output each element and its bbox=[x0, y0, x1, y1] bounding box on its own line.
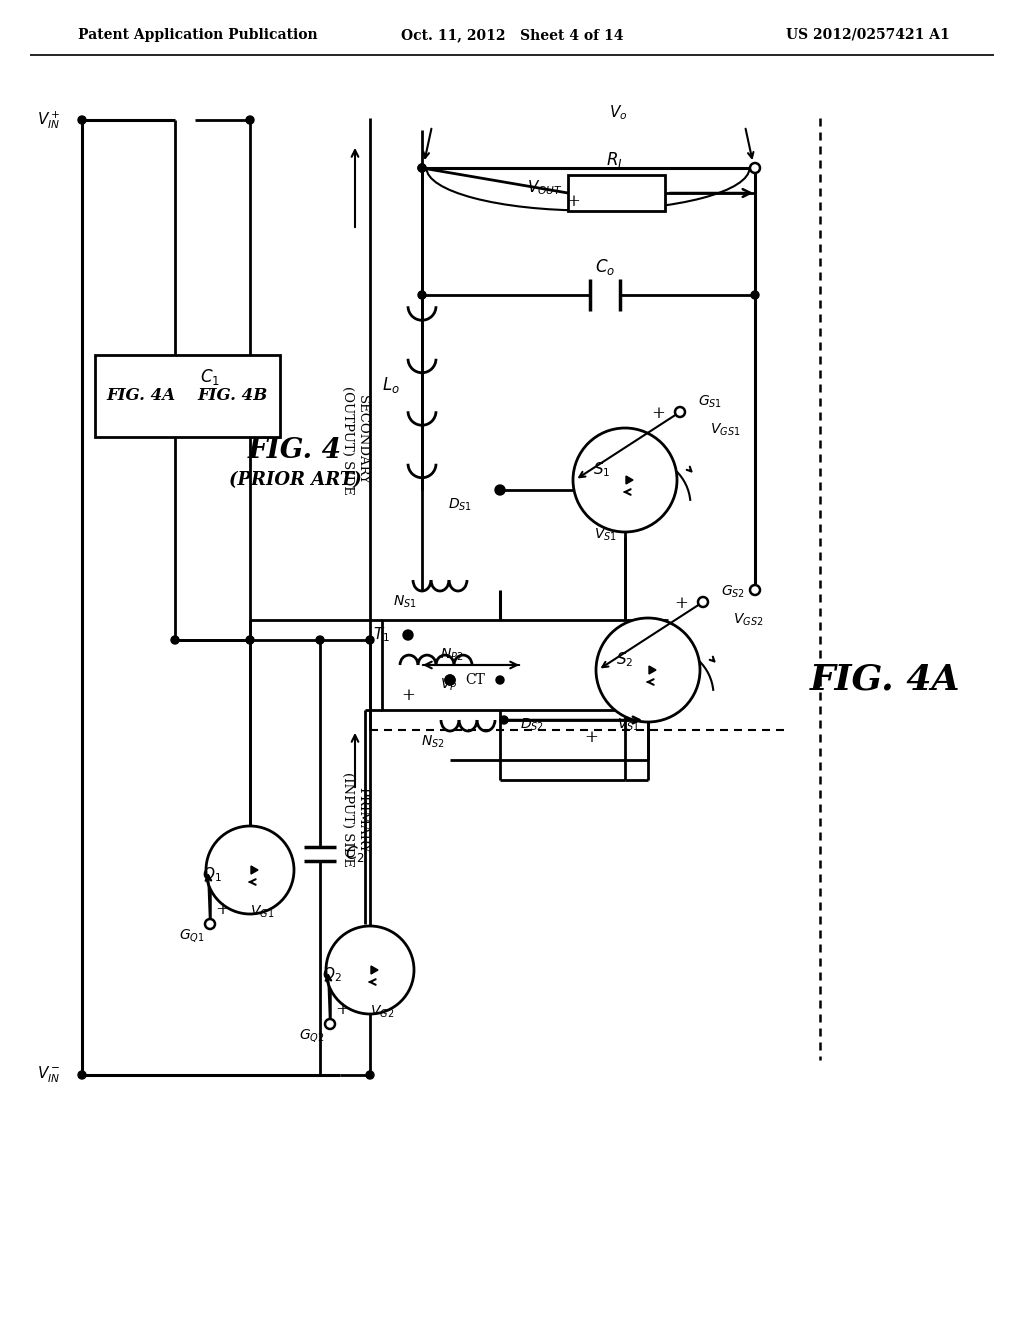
Circle shape bbox=[246, 636, 254, 644]
Text: +: + bbox=[584, 729, 598, 746]
Circle shape bbox=[750, 585, 760, 595]
Text: $G_{S2}$: $G_{S2}$ bbox=[721, 583, 745, 601]
Text: $V_{S1}$: $V_{S1}$ bbox=[594, 527, 616, 544]
Circle shape bbox=[418, 164, 426, 172]
Text: $V_{GS2}$: $V_{GS2}$ bbox=[733, 611, 764, 628]
Text: CT: CT bbox=[465, 673, 485, 686]
Circle shape bbox=[325, 1019, 335, 1030]
Text: $G_{Q1}$: $G_{Q1}$ bbox=[179, 927, 205, 944]
Text: $V_{IN}^+$: $V_{IN}^+$ bbox=[37, 110, 60, 131]
Text: FIG. 4: FIG. 4 bbox=[248, 437, 342, 463]
Text: FIG. 4A: FIG. 4A bbox=[106, 388, 175, 404]
Text: Oct. 11, 2012   Sheet 4 of 14: Oct. 11, 2012 Sheet 4 of 14 bbox=[400, 28, 624, 42]
Polygon shape bbox=[626, 477, 633, 484]
Text: FIG. 4B: FIG. 4B bbox=[198, 388, 268, 404]
Circle shape bbox=[750, 162, 760, 173]
Circle shape bbox=[698, 597, 708, 607]
Polygon shape bbox=[649, 667, 656, 675]
Circle shape bbox=[366, 1071, 374, 1078]
Text: $N_{P2}$: $N_{P2}$ bbox=[440, 647, 464, 663]
Circle shape bbox=[496, 676, 504, 684]
Text: US 2012/0257421 A1: US 2012/0257421 A1 bbox=[786, 28, 950, 42]
Text: $V_{OUT}$: $V_{OUT}$ bbox=[527, 178, 563, 198]
Bar bbox=[382, 620, 630, 710]
Text: $Q_2$: $Q_2$ bbox=[323, 966, 342, 985]
Bar bbox=[568, 176, 665, 211]
Text: Patent Application Publication: Patent Application Publication bbox=[78, 28, 317, 42]
Circle shape bbox=[418, 290, 426, 300]
Circle shape bbox=[366, 636, 374, 644]
Circle shape bbox=[171, 636, 179, 644]
Text: +: + bbox=[566, 193, 580, 210]
Circle shape bbox=[206, 826, 294, 913]
Text: $R_L$: $R_L$ bbox=[606, 150, 626, 170]
Text: $Q_1$: $Q_1$ bbox=[203, 866, 222, 884]
Text: $D_{S2}$: $D_{S2}$ bbox=[520, 717, 544, 733]
Text: $V_{GS1}$: $V_{GS1}$ bbox=[710, 422, 740, 438]
Circle shape bbox=[675, 407, 685, 417]
Circle shape bbox=[403, 630, 413, 640]
Text: $C_o$: $C_o$ bbox=[595, 257, 615, 277]
Circle shape bbox=[78, 1071, 86, 1078]
Text: +: + bbox=[651, 405, 665, 422]
Text: FIG. 4A: FIG. 4A bbox=[810, 663, 961, 697]
Text: $S_2$: $S_2$ bbox=[615, 651, 633, 669]
Text: $V_{G1}$: $V_{G1}$ bbox=[250, 904, 274, 920]
Circle shape bbox=[500, 715, 508, 723]
Text: +: + bbox=[401, 686, 415, 704]
Circle shape bbox=[751, 290, 759, 300]
Circle shape bbox=[316, 636, 324, 644]
Bar bbox=[95, 355, 280, 437]
Text: $V_o$: $V_o$ bbox=[609, 104, 628, 123]
Text: +: + bbox=[335, 1002, 349, 1019]
Text: $V_P$: $V_P$ bbox=[440, 677, 458, 693]
Circle shape bbox=[246, 116, 254, 124]
Text: $V_{S1}$: $V_{S1}$ bbox=[616, 717, 639, 733]
Circle shape bbox=[205, 919, 215, 929]
Text: $N_{S2}$: $N_{S2}$ bbox=[421, 734, 445, 750]
Circle shape bbox=[573, 428, 677, 532]
Polygon shape bbox=[371, 966, 378, 974]
Text: +: + bbox=[674, 595, 688, 612]
Text: $G_{S1}$: $G_{S1}$ bbox=[698, 393, 722, 411]
Text: $T_1$: $T_1$ bbox=[373, 626, 390, 644]
Circle shape bbox=[445, 675, 455, 685]
Circle shape bbox=[596, 618, 700, 722]
Text: +: + bbox=[215, 902, 229, 919]
Text: PRIMARY
(INPUT) SIDE: PRIMARY (INPUT) SIDE bbox=[341, 772, 369, 867]
Text: $D_{S1}$: $D_{S1}$ bbox=[447, 496, 472, 513]
Polygon shape bbox=[251, 866, 258, 874]
Circle shape bbox=[445, 675, 455, 685]
Text: (PRIOR ART): (PRIOR ART) bbox=[228, 471, 361, 488]
Text: $G_{Q2}$: $G_{Q2}$ bbox=[299, 1027, 325, 1044]
Text: SECONDARY
(OUTPUT) SIDE: SECONDARY (OUTPUT) SIDE bbox=[341, 385, 369, 495]
Circle shape bbox=[418, 164, 426, 172]
Text: $C_2$: $C_2$ bbox=[345, 843, 365, 865]
Text: $L_o$: $L_o$ bbox=[382, 375, 400, 395]
Text: $V_{G2}$: $V_{G2}$ bbox=[370, 1003, 394, 1020]
Text: $N_{S1}$: $N_{S1}$ bbox=[393, 594, 417, 610]
Text: $S_1$: $S_1$ bbox=[593, 461, 610, 479]
Circle shape bbox=[326, 927, 414, 1014]
Circle shape bbox=[78, 116, 86, 124]
Text: $V_{IN}^-$: $V_{IN}^-$ bbox=[37, 1065, 60, 1085]
Circle shape bbox=[495, 484, 505, 495]
Text: $C_1$: $C_1$ bbox=[200, 367, 220, 387]
